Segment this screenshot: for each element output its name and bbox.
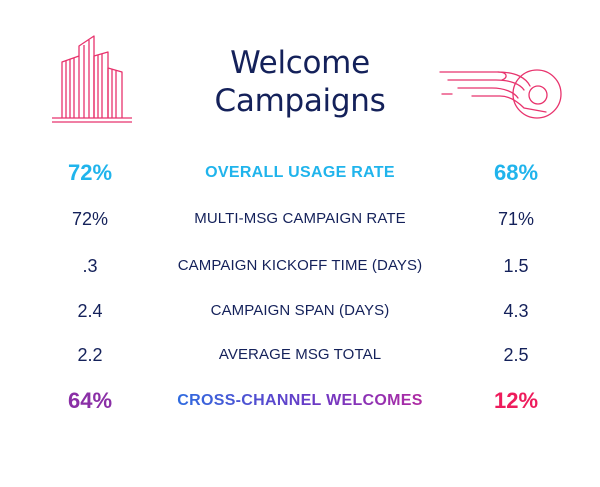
metric-label-text: CROSS-CHANNEL WELCOMES	[177, 392, 423, 409]
metric-row: 2.4 CAMPAIGN SPAN (DAYS) 4.3	[0, 296, 600, 326]
metric-label: CAMPAIGN KICKOFF TIME (DAYS)	[177, 257, 423, 274]
metric-row: 72% MULTI-MSG CAMPAIGN RATE 71%	[0, 204, 600, 234]
metric-row: 2.2 AVERAGE MSG TOTAL 2.5	[0, 340, 600, 370]
right-value: 68%	[493, 160, 539, 185]
metric-label: AVERAGE MSG TOTAL	[218, 346, 382, 363]
metric-row: .3 CAMPAIGN KICKOFF TIME (DAYS) 1.5	[0, 251, 600, 281]
left-value: 72%	[71, 209, 109, 229]
left-value: 2.4	[77, 301, 103, 321]
right-value: 4.3	[503, 301, 529, 321]
metric-label: MULTI-MSG CAMPAIGN RATE	[194, 210, 406, 227]
buildings-icon	[46, 32, 136, 129]
metric-label: CAMPAIGN SPAN (DAYS)	[210, 302, 390, 319]
speed-wing-icon	[438, 64, 568, 131]
metric-row: 64% CROSS-CHANNEL WELCOMES 12%	[0, 386, 600, 416]
right-value: 71%	[497, 209, 535, 229]
right-value: 12%	[493, 388, 539, 413]
metric-row: 72% OVERALL USAGE RATE 68%	[0, 158, 600, 188]
left-value: 72%	[67, 160, 113, 185]
page-title: Welcome Campaigns	[150, 44, 450, 120]
right-value: 2.5	[503, 345, 529, 365]
right-value: 1.5	[503, 256, 529, 276]
left-value: .3	[82, 256, 98, 276]
title-line-2: Campaigns	[214, 83, 386, 119]
title-line-1: Welcome	[230, 45, 370, 81]
metric-label: OVERALL USAGE RATE	[205, 164, 395, 181]
metric-label: CROSS-CHANNEL WELCOMES	[150, 386, 450, 416]
left-value: 64%	[67, 388, 113, 413]
left-value: 2.2	[77, 345, 103, 365]
